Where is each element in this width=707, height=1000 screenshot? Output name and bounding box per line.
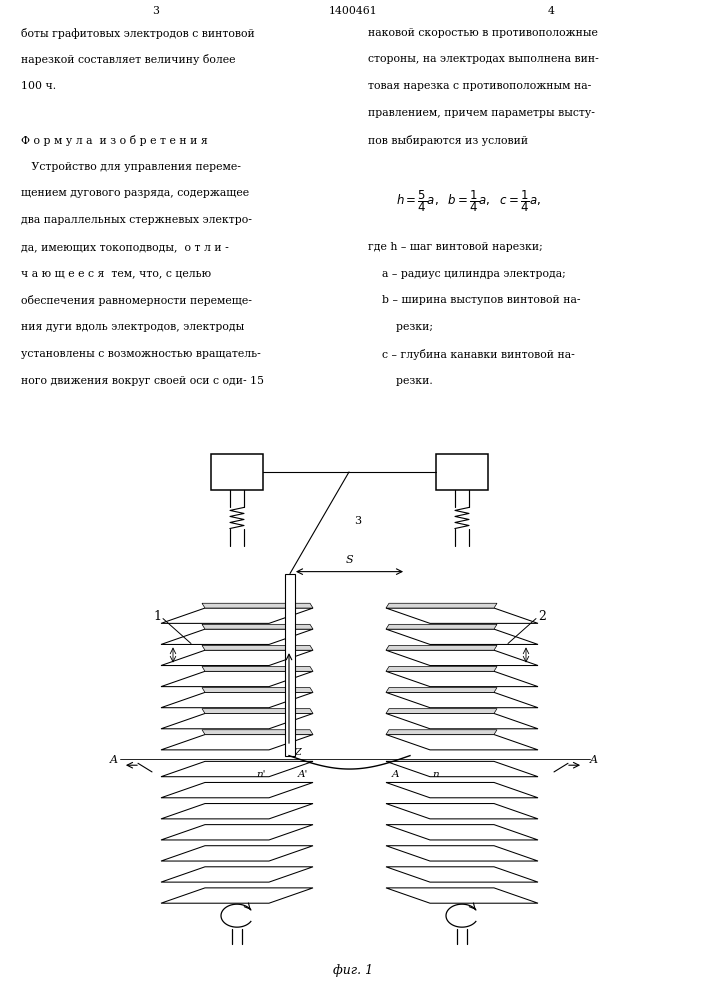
Polygon shape [386, 671, 538, 687]
Text: A: A [590, 755, 598, 765]
Polygon shape [386, 624, 497, 629]
Text: щением дугового разряда, содержащее: щением дугового разряда, содержащее [21, 188, 250, 198]
Text: 3: 3 [152, 6, 159, 16]
Text: 1400461: 1400461 [329, 6, 378, 16]
Polygon shape [386, 608, 538, 623]
Polygon shape [161, 713, 313, 729]
Polygon shape [202, 645, 313, 650]
Text: ного движения вокруг своей оси с оди- 15: ного движения вокруг своей оси с оди- 15 [21, 376, 264, 386]
Text: 3: 3 [354, 516, 361, 526]
Bar [285, 574, 295, 756]
Polygon shape [386, 709, 497, 713]
Text: да, имеющих токоподводы,  о т л и -: да, имеющих токоподводы, о т л и - [21, 242, 229, 252]
Polygon shape [386, 761, 538, 777]
Polygon shape [202, 603, 313, 608]
Text: Устройство для управления переме-: Устройство для управления переме- [21, 161, 241, 172]
Polygon shape [386, 688, 497, 692]
Polygon shape [386, 846, 538, 861]
Text: A: A [110, 755, 118, 765]
Text: 2: 2 [538, 610, 546, 623]
Text: 4: 4 [548, 6, 555, 16]
Text: S: S [345, 555, 353, 565]
Polygon shape [386, 713, 538, 729]
Text: наковой скоростью в противоположные: наковой скоростью в противоположные [368, 28, 597, 38]
Polygon shape [202, 688, 313, 692]
Text: Z: Z [294, 748, 300, 757]
Polygon shape [386, 867, 538, 882]
Polygon shape [161, 671, 313, 687]
Text: n': n' [256, 770, 266, 779]
Text: $h = \dfrac{5}{4}a,\ \ b = \dfrac{1}{4}a,\ \ c = \dfrac{1}{4}a,$: $h = \dfrac{5}{4}a,\ \ b = \dfrac{1}{4}a… [396, 188, 541, 214]
Polygon shape [202, 624, 313, 629]
Polygon shape [161, 735, 313, 750]
Text: b – ширина выступов винтовой на-: b – ширина выступов винтовой на- [368, 295, 580, 305]
Text: стороны, на электродах выполнена вин-: стороны, на электродах выполнена вин- [368, 54, 598, 64]
Text: резки.: резки. [368, 376, 433, 386]
Text: обеспечения равномерности перемеще-: обеспечения равномерности перемеще- [21, 295, 252, 306]
Polygon shape [161, 782, 313, 798]
Polygon shape [386, 730, 497, 735]
Text: резки;: резки; [368, 322, 433, 332]
Polygon shape [386, 825, 538, 840]
Text: установлены с возможностью вращатель-: установлены с возможностью вращатель- [21, 349, 261, 359]
Polygon shape [202, 709, 313, 713]
Polygon shape [386, 629, 538, 644]
Bar [436, 454, 488, 490]
Polygon shape [386, 650, 538, 666]
Polygon shape [386, 888, 538, 903]
Text: товая нарезка с противоположным на-: товая нарезка с противоположным на- [368, 81, 591, 91]
Text: нарезкой составляет величину более: нарезкой составляет величину более [21, 54, 235, 65]
Text: A': A' [298, 770, 308, 779]
Polygon shape [161, 804, 313, 819]
Text: ч а ю щ е е с я  тем, что, с целью: ч а ю щ е е с я тем, что, с целью [21, 269, 211, 279]
Text: A: A [392, 770, 399, 779]
Polygon shape [202, 730, 313, 735]
Polygon shape [161, 761, 313, 777]
Polygon shape [386, 666, 497, 671]
Polygon shape [386, 603, 497, 608]
Text: правлением, причем параметры высту-: правлением, причем параметры высту- [368, 108, 595, 118]
Polygon shape [161, 629, 313, 644]
Polygon shape [161, 825, 313, 840]
Text: два параллельных стержневых электро-: два параллельных стержневых электро- [21, 215, 252, 225]
Text: 100 ч.: 100 ч. [21, 81, 57, 91]
Polygon shape [386, 735, 538, 750]
Polygon shape [161, 692, 313, 708]
Bar [211, 454, 263, 490]
Polygon shape [386, 804, 538, 819]
Text: a – радиус цилиндра электрода;: a – радиус цилиндра электрода; [368, 269, 566, 279]
Polygon shape [386, 645, 497, 650]
Polygon shape [386, 692, 538, 708]
Polygon shape [202, 666, 313, 671]
Text: n: n [433, 770, 439, 779]
Polygon shape [386, 782, 538, 798]
Text: боты графитовых электродов с винтовой: боты графитовых электродов с винтовой [21, 28, 255, 39]
Text: c – глубина канавки винтовой на-: c – глубина канавки винтовой на- [368, 349, 574, 360]
Text: 1: 1 [153, 610, 161, 623]
Polygon shape [161, 650, 313, 666]
Polygon shape [161, 888, 313, 903]
Polygon shape [161, 867, 313, 882]
Text: Ф о р м у л а  и з о б р е т е н и я: Ф о р м у л а и з о б р е т е н и я [21, 135, 208, 146]
Text: где h – шаг винтовой нарезки;: где h – шаг винтовой нарезки; [368, 242, 542, 252]
Text: пов выбираются из условий: пов выбираются из условий [368, 135, 527, 146]
Text: фиг. 1: фиг. 1 [333, 964, 373, 977]
Polygon shape [161, 846, 313, 861]
Polygon shape [161, 608, 313, 623]
Text: ния дуги вдоль электродов, электроды: ния дуги вдоль электродов, электроды [21, 322, 245, 332]
